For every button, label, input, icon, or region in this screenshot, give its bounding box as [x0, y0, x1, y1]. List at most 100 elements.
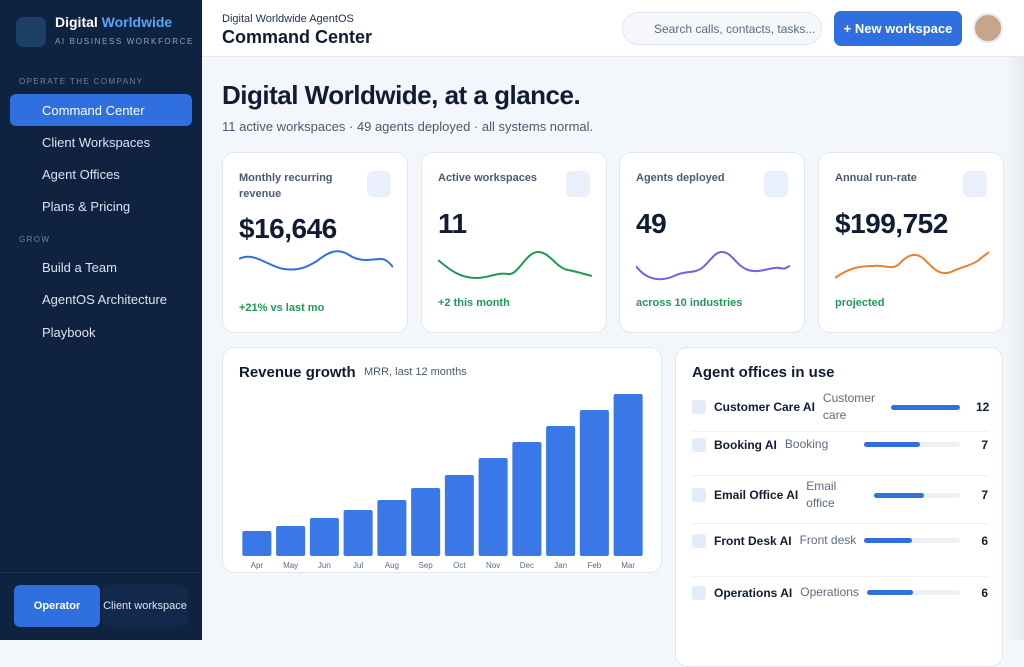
nav-item[interactable]: Client Workspaces	[42, 134, 151, 150]
section-title: GROW	[19, 235, 51, 244]
office-name: Email Office AI	[714, 488, 799, 502]
x-tick-label: Jul	[353, 561, 363, 570]
bar	[512, 442, 542, 556]
office-category: Customer care	[822, 391, 875, 422]
kpi-icon	[367, 171, 391, 197]
kpi-icon	[963, 171, 987, 197]
brand: Digital Worldwide	[55, 14, 172, 30]
office-icon	[692, 533, 706, 548]
usage-bar	[866, 590, 914, 595]
sparkline	[239, 250, 393, 271]
usage-bar	[864, 538, 913, 543]
office-name: Front Desk AI	[714, 533, 792, 548]
chart: Apr May Jun Jul Aug Sep Oct Nov Dec Jan Feb Mar	[242, 394, 643, 570]
bar	[478, 457, 508, 556]
kpi-label: Annual run-rate	[835, 172, 917, 184]
chart-subtitle: MRR, last 12 months	[364, 366, 467, 378]
office-category: Operations	[800, 585, 859, 599]
search-box[interactable]: Search calls, contacts, tasks...	[622, 12, 822, 45]
office-icon	[692, 437, 706, 452]
new-workspace-button[interactable]: + New workspace	[834, 11, 962, 46]
mode-switch	[0, 572, 202, 640]
row-separator	[692, 431, 988, 432]
edge-shadow	[1004, 57, 1024, 640]
kpi-label: Monthly recurring revenue	[239, 172, 333, 200]
kpi-note: +21% vs last mo	[239, 302, 325, 314]
sparkline	[835, 251, 989, 279]
sparkline-path	[835, 251, 989, 279]
office-icon	[692, 585, 706, 600]
hero-subtitle: 11 active workspaces · 49 agents deploye…	[222, 119, 594, 134]
x-tick-label: Feb	[587, 561, 601, 570]
revenue-card: Revenue growth MRR, last 12 months Apr Ma…	[222, 347, 662, 573]
kpi-icon	[566, 171, 590, 197]
kpi-card: Agents deployed 49 across 10 industries	[619, 152, 805, 333]
office-row: Booking AI Booking 7	[692, 436, 988, 453]
sidebar: Digital Worldwide AI BUSINESS WORKFORCE …	[0, 0, 202, 640]
mode-button[interactable]: Client workspace	[102, 585, 188, 627]
x-tick-label: Jun	[318, 561, 331, 570]
kpi-card: Active workspaces 11 +2 this month	[421, 152, 607, 333]
office-row: Front Desk AI Front desk 6	[692, 532, 988, 549]
sparkline	[438, 250, 592, 280]
office-row: Email Office AI Email office 7	[692, 478, 988, 512]
nav-item[interactable]: AgentOS Architecture	[42, 291, 168, 307]
nav-item[interactable]: Plans & Pricing	[42, 198, 131, 214]
kpi-card: Monthly recurring revenue $16,646 +21% v…	[222, 152, 408, 333]
x-tick-label: Jan	[554, 561, 567, 570]
page-title: Command Center	[222, 27, 373, 47]
sparkline-path	[438, 250, 592, 280]
office-row: Customer Care AI Customer care 12	[692, 390, 989, 424]
usage-track	[864, 442, 960, 447]
bar	[579, 410, 609, 556]
nav-item[interactable]: Command Center	[10, 94, 192, 126]
office-icon	[692, 488, 706, 502]
usage-track	[890, 404, 960, 410]
office-category: Front desk	[799, 533, 857, 547]
bar	[242, 530, 272, 556]
office-name: Customer Care AI	[714, 400, 815, 414]
nav-item[interactable]: Agent Offices	[42, 166, 120, 182]
office-category: Email office	[806, 479, 837, 510]
avatar[interactable]	[973, 13, 1003, 43]
row-separator	[692, 523, 988, 524]
office-count: 6	[981, 585, 988, 600]
office-count: 6	[981, 533, 988, 548]
kpi-value: 49	[636, 208, 667, 239]
row-separator	[692, 475, 988, 476]
office-name: Operations AI	[714, 585, 793, 600]
usage-bar	[874, 492, 925, 498]
brand-name: Worldwide	[101, 14, 173, 30]
nav-item[interactable]: Build a Team	[42, 259, 117, 275]
kpi-note: projected	[835, 297, 885, 309]
office-count: 7	[981, 437, 988, 452]
kpi-label: Active workspaces	[438, 172, 538, 184]
office-count: 7	[981, 488, 988, 502]
x-tick-label: Dec	[520, 561, 534, 570]
header: Digital Worldwide AgentOS Command Center…	[202, 0, 1024, 57]
x-tick-label: May	[283, 561, 298, 570]
nav-item[interactable]: Playbook	[42, 324, 96, 340]
row-separator	[692, 576, 988, 577]
bar	[377, 500, 407, 556]
logo	[16, 17, 46, 47]
tagline: AI BUSINESS WORKFORCE	[55, 37, 194, 46]
kpi-icon	[764, 171, 788, 197]
x-tick-label: Oct	[453, 561, 466, 570]
x-tick-label: Sep	[419, 561, 434, 570]
office-name: Booking AI	[714, 437, 777, 452]
bar	[309, 518, 339, 556]
usage-track	[866, 590, 960, 595]
x-tick-label: Nov	[486, 561, 500, 570]
brand-name: Digital	[55, 14, 98, 30]
bar	[444, 475, 474, 556]
bar	[613, 394, 643, 556]
mode-button[interactable]: Operator	[14, 585, 100, 627]
usage-track	[874, 492, 960, 498]
bar	[411, 487, 441, 556]
kpi-value: $16,646	[239, 213, 337, 244]
hero-title: Digital Worldwide, at a glance.	[222, 80, 581, 110]
usage-bar	[864, 442, 920, 447]
sparkline	[636, 250, 790, 281]
